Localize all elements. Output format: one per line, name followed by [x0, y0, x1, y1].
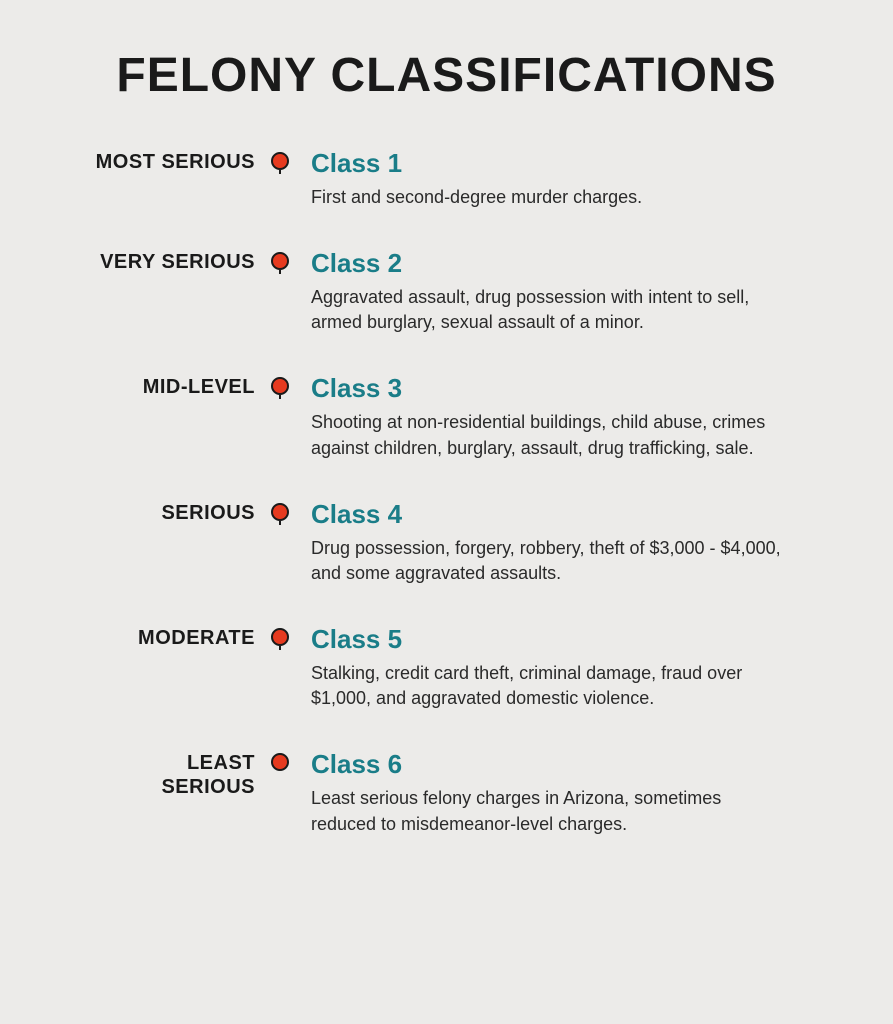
dot-icon [271, 252, 289, 270]
class-title: Class 5 [311, 624, 833, 655]
severity-label: MOST SERIOUS [90, 148, 255, 174]
connector-line [279, 646, 281, 650]
class-title: Class 2 [311, 248, 833, 279]
severity-label: SERIOUS [90, 499, 255, 525]
class-row: SERIOUS Class 4 Drug possession, forgery… [90, 499, 833, 624]
marker-col [255, 749, 305, 771]
dot-icon [271, 753, 289, 771]
timeline: MOST SERIOUS Class 1 First and second-de… [90, 148, 833, 837]
dot-icon [271, 377, 289, 395]
class-row: LEAST SERIOUS Class 6 Least serious felo… [90, 749, 833, 836]
dot-icon [271, 628, 289, 646]
severity-label: MODERATE [90, 624, 255, 650]
connector-line [279, 270, 281, 274]
class-title: Class 1 [311, 148, 833, 179]
page-title: FELONY CLASSIFICATIONS [60, 50, 833, 103]
class-content: Class 2 Aggravated assault, drug possess… [305, 248, 833, 335]
class-description: Shooting at non-residential buildings, c… [311, 410, 791, 460]
class-content: Class 4 Drug possession, forgery, robber… [305, 499, 833, 586]
marker-col [255, 373, 305, 395]
dot-icon [271, 152, 289, 170]
connector-line [279, 395, 281, 399]
class-content: Class 5 Stalking, credit card theft, cri… [305, 624, 833, 711]
class-content: Class 6 Least serious felony charges in … [305, 749, 833, 836]
class-title: Class 6 [311, 749, 833, 780]
marker-col [255, 624, 305, 646]
class-description: Drug possession, forgery, robbery, theft… [311, 536, 791, 586]
severity-label: LEAST SERIOUS [90, 749, 255, 799]
marker-col [255, 248, 305, 270]
class-content: Class 1 First and second-degree murder c… [305, 148, 833, 210]
severity-label: MID-LEVEL [90, 373, 255, 399]
class-description: First and second-degree murder charges. [311, 185, 791, 210]
connector-line [279, 521, 281, 525]
class-row: MODERATE Class 5 Stalking, credit card t… [90, 624, 833, 749]
class-row: MOST SERIOUS Class 1 First and second-de… [90, 148, 833, 248]
marker-col [255, 148, 305, 170]
class-row: MID-LEVEL Class 3 Shooting at non-reside… [90, 373, 833, 498]
severity-label: VERY SERIOUS [90, 248, 255, 274]
class-title: Class 3 [311, 373, 833, 404]
marker-col [255, 499, 305, 521]
class-title: Class 4 [311, 499, 833, 530]
connector-line [279, 170, 281, 174]
class-description: Least serious felony charges in Arizona,… [311, 786, 791, 836]
class-description: Stalking, credit card theft, criminal da… [311, 661, 791, 711]
class-content: Class 3 Shooting at non-residential buil… [305, 373, 833, 460]
class-row: VERY SERIOUS Class 2 Aggravated assault,… [90, 248, 833, 373]
class-description: Aggravated assault, drug possession with… [311, 285, 791, 335]
dot-icon [271, 503, 289, 521]
